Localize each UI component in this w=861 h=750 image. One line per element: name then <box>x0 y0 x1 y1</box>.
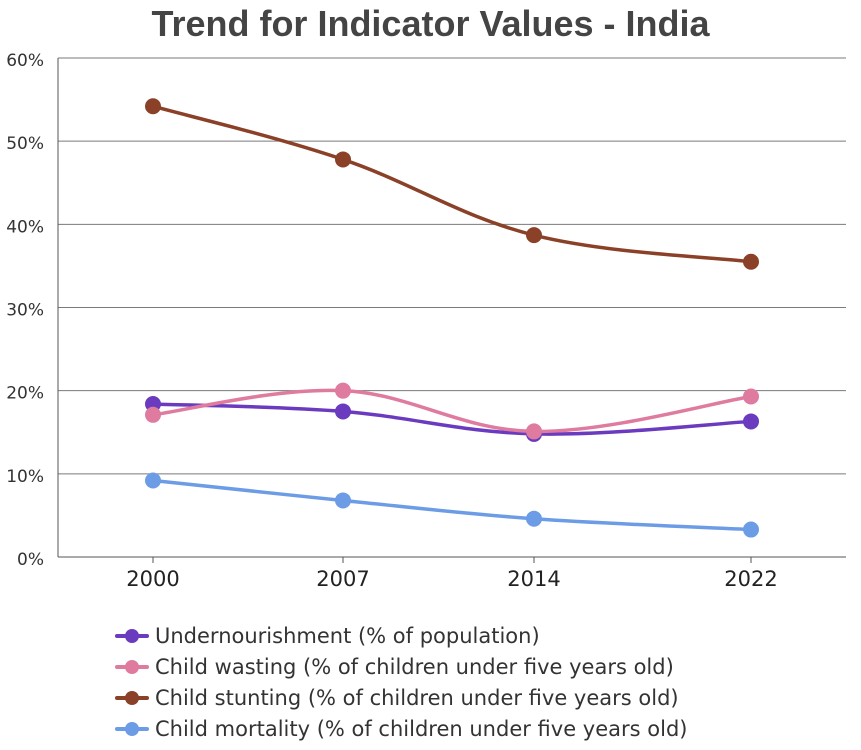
data-point[interactable] <box>335 382 351 399</box>
legend-item[interactable]: Undernourishment (% of population) <box>115 620 687 651</box>
y-tick-label: 40% <box>6 217 44 237</box>
legend-label: Child wasting (% of children under five … <box>155 654 674 679</box>
legend-label: Child stunting (% of children under five… <box>155 685 679 710</box>
y-tick-label: 50% <box>6 134 44 154</box>
y-tick-label: 60% <box>6 51 44 71</box>
legend-marker-icon <box>115 628 149 643</box>
series-line-4 <box>151 478 753 532</box>
grid-lines <box>58 57 846 475</box>
x-tick-label: 2014 <box>507 567 560 591</box>
data-point[interactable] <box>743 413 759 430</box>
legend-item[interactable]: Child stunting (% of children under five… <box>115 682 687 713</box>
data-point[interactable] <box>335 403 351 420</box>
series-line-2 <box>151 388 753 434</box>
y-tick-label: 10% <box>6 467 44 487</box>
legend-label: Child mortality (% of children under fiv… <box>155 716 688 741</box>
data-point[interactable] <box>743 253 759 270</box>
data-point[interactable] <box>335 151 351 168</box>
data-point[interactable] <box>743 388 759 405</box>
x-tick-label: 2022 <box>724 567 777 591</box>
x-tick-label: 2000 <box>126 567 179 591</box>
series-line-3 <box>151 104 753 264</box>
y-tick-label: 30% <box>6 301 44 321</box>
series-line-1 <box>151 402 753 436</box>
data-point[interactable] <box>145 406 161 423</box>
data-points <box>145 98 759 538</box>
data-point[interactable] <box>145 472 161 489</box>
data-point[interactable] <box>145 98 161 115</box>
legend-marker-icon <box>115 721 149 736</box>
tick-labels: 0% 10% 20% 30% 40% 50% 60% 2000 2007 2014 2022 <box>6 51 778 591</box>
legend-label: Undernourishment (% of population) <box>155 623 540 648</box>
chart-title: Trend for Indicator Values - India <box>151 3 710 44</box>
data-point[interactable] <box>526 510 542 527</box>
legend-item[interactable]: Child wasting (% of children under five … <box>115 651 687 682</box>
y-tick-label: 20% <box>6 384 44 404</box>
line-chart: 0% 10% 20% 30% 40% 50% 60% 2000 2007 2014 2022 <box>6 51 846 591</box>
legend: Undernourishment (% of population) Child … <box>115 620 687 744</box>
data-point[interactable] <box>335 492 351 509</box>
legend-marker-icon <box>115 659 149 674</box>
series-lines <box>151 104 753 532</box>
data-point[interactable] <box>526 423 542 440</box>
legend-marker-icon <box>115 690 149 705</box>
y-tick-label: 0% <box>17 550 44 570</box>
legend-item[interactable]: Child mortality (% of children under fiv… <box>115 713 687 744</box>
data-point[interactable] <box>743 521 759 538</box>
data-point[interactable] <box>526 227 542 244</box>
x-tick-label: 2007 <box>316 567 369 591</box>
axes <box>57 58 846 563</box>
